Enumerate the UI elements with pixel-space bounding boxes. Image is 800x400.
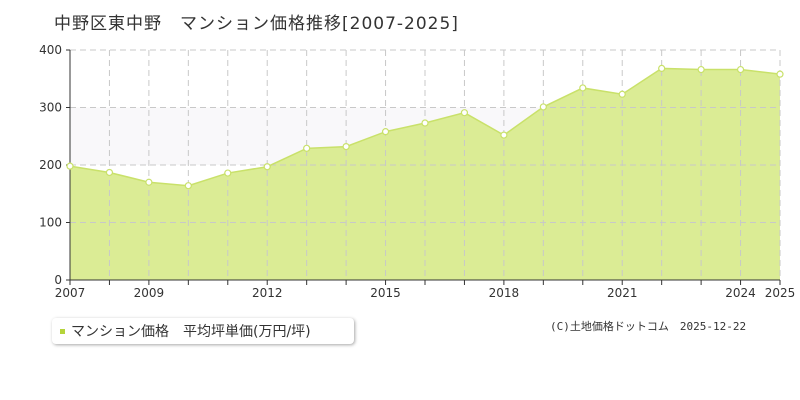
x-tick-label: 2025 [765,286,796,300]
y-tick-label: 300 [39,101,62,115]
data-point [658,64,666,73]
y-tick-label: 0 [54,273,62,287]
data-point [776,70,784,78]
y-tick-label: 400 [39,43,62,57]
data-point [460,109,469,117]
x-tick-label: 2024 [725,286,756,300]
data-point [697,65,705,74]
x-tick-label: 2021 [607,286,638,300]
data-point [579,84,587,92]
x-tick-label: 2012 [252,286,283,300]
data-point [303,144,311,152]
data-point [342,143,350,151]
data-point [66,162,74,170]
data-point [145,178,153,186]
chart-title: 中野区東中野 マンション価格推移[2007-2025] [54,14,459,34]
data-point [618,90,626,98]
x-tick-label: 2015 [370,286,401,300]
data-point [421,119,429,127]
legend-label: マンション価格 平均坪単価(万円/坪) [71,324,311,340]
data-point [105,168,114,177]
data-point [224,169,232,177]
legend: マンション価格 平均坪単価(万円/坪) [52,318,354,344]
data-point [184,182,192,190]
x-tick-label: 2007 [55,286,86,300]
data-point [381,128,390,136]
x-tick-label: 2018 [489,286,520,300]
data-point [500,131,508,139]
x-tick-label: 2009 [134,286,165,300]
legend-marker-icon [60,328,65,334]
copyright-text: (C)土地価格ドットコム 2025-12-22 [550,320,747,333]
y-tick-label: 100 [39,216,62,230]
data-point [736,65,745,74]
data-point [539,103,547,111]
y-tick-label: 200 [39,158,62,172]
data-point [263,163,271,171]
